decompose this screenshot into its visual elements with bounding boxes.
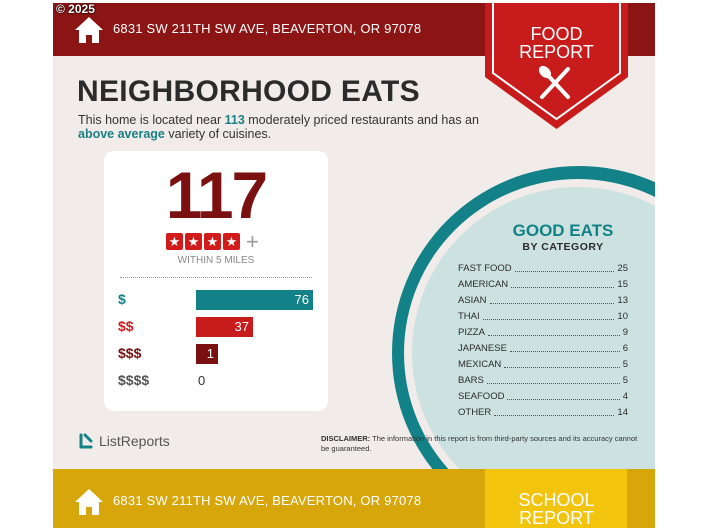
category-row: MEXICAN 5	[458, 358, 628, 372]
price-row: $76	[118, 290, 318, 310]
category-row: THAI 10	[458, 310, 628, 324]
star-icon: ★	[223, 232, 240, 250]
listreports-logo[interactable]: ListReports	[78, 433, 170, 449]
category-row: AMERICAN 15	[458, 278, 628, 292]
star-rating: ★ ★ ★ ★ +	[166, 228, 259, 254]
intro-part1: This home is located near	[78, 113, 225, 127]
page-title: NEIGHBORHOOD EATS	[77, 75, 420, 108]
intro-highlight: above average	[78, 127, 165, 141]
restaurant-count: 117	[165, 158, 268, 232]
category-count: 15	[617, 279, 628, 290]
category-leader	[486, 374, 620, 384]
category-leader	[507, 390, 620, 400]
price-bar	[196, 317, 253, 337]
category-row: BARS 5	[458, 374, 628, 388]
price-label: $$$	[118, 345, 142, 361]
category-row: SEAFOOD 4	[458, 390, 628, 404]
school-report-badge[interactable]: SCHOOL REPORT	[485, 469, 627, 528]
category-count: 5	[622, 375, 628, 386]
price-row: $$ 37	[118, 317, 318, 337]
intro-text: This home is located near 113 moderately…	[78, 113, 498, 141]
category-name: FAST FOOD	[458, 263, 512, 274]
category-leader	[494, 406, 615, 416]
intro-part3: variety of cuisines.	[164, 127, 272, 141]
intro-count: 113	[224, 113, 245, 127]
price-value: 0	[198, 373, 206, 388]
category-count: 25	[617, 263, 628, 274]
divider	[120, 277, 312, 278]
price-bar	[196, 290, 313, 310]
category-name: SEAFOOD	[458, 391, 505, 402]
school-badge-line1: SCHOOL	[518, 490, 595, 510]
fork-knife-icon	[538, 65, 570, 99]
category-row: FAST FOOD 25	[458, 262, 628, 276]
price-value: 1	[206, 346, 214, 361]
category-count: 14	[617, 407, 628, 418]
category-count: 10	[617, 311, 628, 322]
category-row: JAPANESE 6	[458, 342, 628, 356]
category-leader	[514, 262, 615, 272]
intro-part2: moderately priced restaurants and has an	[244, 113, 479, 127]
category-count: 6	[622, 343, 628, 354]
good-eats-subtitle: BY CATEGORY	[522, 241, 604, 253]
home-icon	[75, 489, 103, 515]
price-row: $$$ 1	[118, 344, 318, 364]
star-icon: ★	[204, 232, 221, 250]
listreports-logo-icon	[79, 433, 93, 449]
category-name: THAI	[458, 311, 480, 322]
copyright-watermark: © 2025	[56, 2, 95, 16]
category-leader	[489, 294, 615, 304]
price-row: $$$$ 0	[118, 371, 318, 391]
category-leader	[487, 326, 620, 336]
price-value: 76	[294, 292, 309, 307]
score-card: 117 ★ ★ ★ ★ + WITHIN 5 MILES $76 $$ 37 $$$ 1 $$$$…	[104, 151, 328, 411]
category-row: OTHER 14	[458, 406, 628, 420]
disclaimer-text: The information in this report is from t…	[321, 434, 638, 453]
good-eats-title: GOOD EATS	[512, 221, 614, 240]
category-leader	[482, 310, 615, 320]
disclaimer: DISCLAIMER: The information in this repo…	[321, 434, 639, 454]
category-name: MEXICAN	[458, 359, 502, 370]
price-label: $	[118, 291, 126, 307]
food-badge-line2: REPORT	[519, 42, 594, 62]
disclaimer-label: DISCLAIMER:	[321, 434, 371, 443]
food-report-card: 6831 SW 211TH SW AVE, BEAVERTON, OR 9707…	[53, 3, 655, 528]
footer-address: 6831 SW 211TH SW AVE, BEAVERTON, OR 9707…	[113, 493, 422, 508]
home-icon	[75, 17, 103, 43]
category-leader	[511, 278, 615, 288]
within-label: WITHIN 5 MILES	[177, 255, 255, 266]
plus-icon: +	[246, 228, 259, 254]
school-badge-line2: REPORT	[519, 508, 594, 528]
price-label: $$$$	[118, 372, 150, 388]
listreports-logo-text: ListReports	[99, 433, 170, 449]
category-name: ASIAN	[458, 295, 487, 306]
category-name: BARS	[458, 375, 484, 386]
category-row: PIZZA 9	[458, 326, 628, 340]
price-label: $$	[118, 318, 134, 334]
category-count: 13	[617, 295, 628, 306]
price-bar	[196, 344, 218, 364]
header-address: 6831 SW 211TH SW AVE, BEAVERTON, OR 9707…	[113, 21, 422, 36]
category-count: 4	[622, 391, 628, 402]
category-leader	[509, 342, 620, 352]
footer-bar: 6831 SW 211TH SW AVE, BEAVERTON, OR 9707…	[53, 469, 655, 528]
category-leader	[504, 358, 620, 368]
star-icon: ★	[185, 232, 202, 250]
category-row: ASIAN 13	[458, 294, 628, 308]
category-count: 5	[622, 359, 628, 370]
food-report-badge[interactable]: FOOD REPORT	[485, 3, 628, 129]
price-value: 37	[234, 319, 249, 334]
category-name: JAPANESE	[458, 343, 507, 354]
category-name: PIZZA	[458, 327, 485, 338]
star-icon: ★	[166, 232, 183, 250]
category-name: AMERICAN	[458, 279, 509, 290]
category-count: 9	[622, 327, 628, 338]
food-badge-line1: FOOD	[530, 24, 583, 44]
category-name: OTHER	[458, 407, 492, 418]
